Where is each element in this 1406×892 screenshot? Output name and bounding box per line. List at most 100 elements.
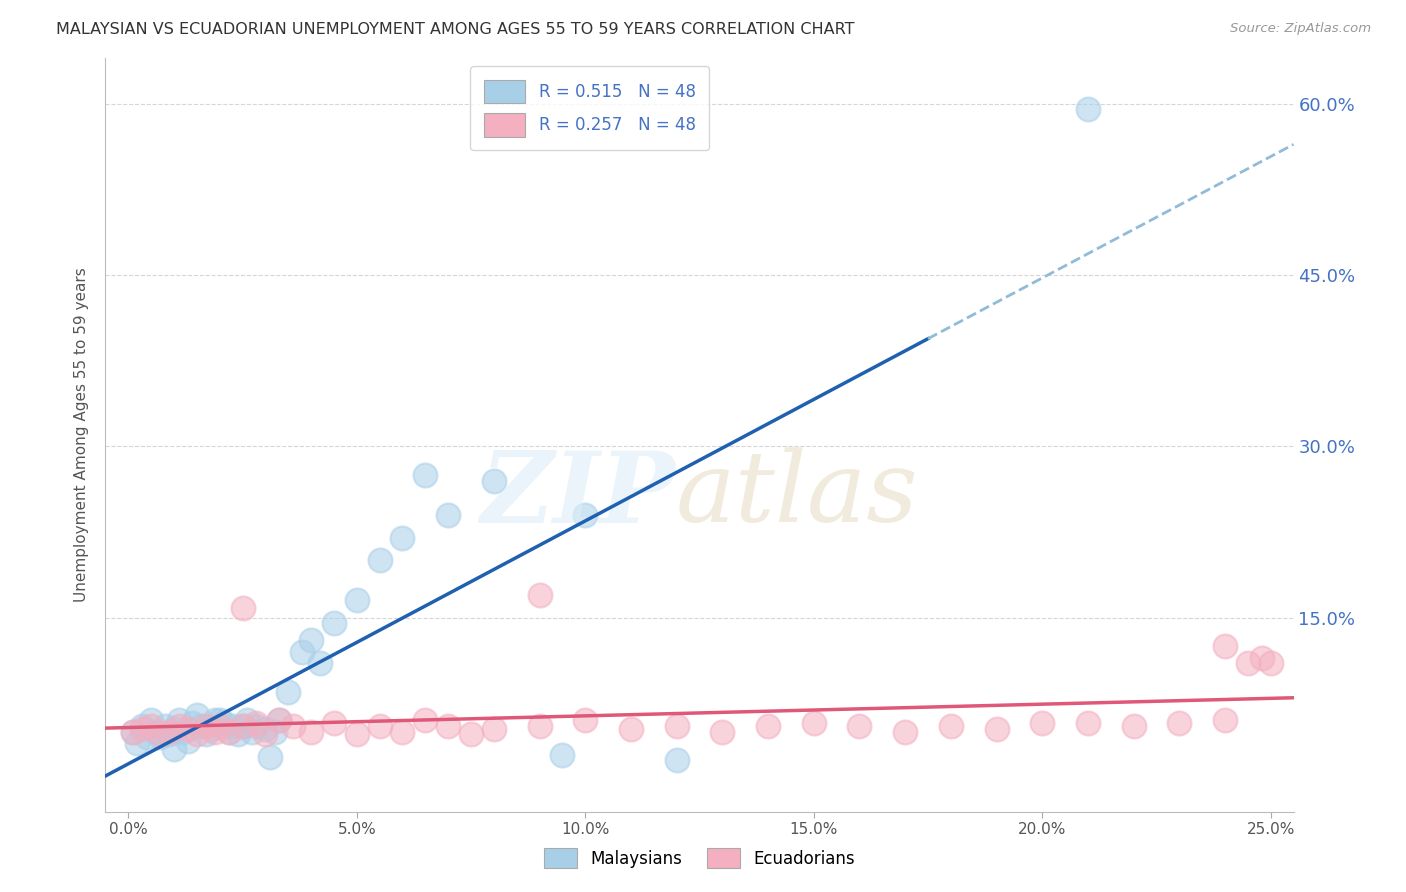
Point [163, 723, 186, 737]
Point [163, 742, 186, 756]
Point [159, 724, 180, 739]
Point [574, 714, 596, 728]
Point [177, 723, 200, 737]
Text: Source: ZipAtlas.com: Source: ZipAtlas.com [1230, 22, 1371, 36]
Point [214, 715, 236, 730]
Point [894, 724, 917, 739]
Point [413, 714, 436, 728]
Point [309, 657, 332, 671]
Point [254, 727, 277, 741]
Point [149, 731, 172, 745]
Point [141, 719, 163, 733]
Point [218, 724, 240, 739]
Point [1122, 719, 1144, 733]
Point [756, 719, 779, 733]
Point [149, 727, 172, 741]
Point [299, 633, 322, 648]
Point [135, 731, 157, 745]
Point [208, 714, 231, 728]
Point [299, 724, 322, 739]
Point [437, 719, 460, 733]
Point [236, 714, 259, 728]
Point [194, 727, 217, 741]
Point [1213, 714, 1236, 728]
Point [1237, 657, 1260, 671]
Point [222, 719, 245, 733]
Point [1260, 657, 1282, 671]
Point [167, 714, 190, 728]
Point [391, 531, 413, 545]
Point [391, 724, 413, 739]
Point [437, 508, 460, 522]
Point [194, 719, 217, 733]
Point [153, 719, 176, 733]
Point [482, 723, 505, 737]
Point [267, 714, 291, 728]
Point [848, 719, 870, 733]
Point [200, 723, 222, 737]
Point [263, 724, 285, 739]
Point [181, 715, 204, 730]
Point [460, 727, 482, 741]
Point [291, 645, 314, 659]
Point [413, 467, 436, 482]
Point [226, 727, 249, 741]
Point [145, 724, 167, 739]
Point [167, 719, 190, 733]
Point [986, 723, 1008, 737]
Text: MALAYSIAN VS ECUADORIAN UNEMPLOYMENT AMONG AGES 55 TO 59 YEARS CORRELATION CHART: MALAYSIAN VS ECUADORIAN UNEMPLOYMENT AMO… [56, 22, 855, 37]
Point [254, 723, 277, 737]
Point [122, 724, 145, 739]
Point [231, 601, 254, 615]
Point [204, 724, 226, 739]
Legend: Malaysians, Ecuadorians: Malaysians, Ecuadorians [537, 841, 862, 875]
Point [190, 719, 212, 733]
Point [368, 719, 391, 733]
Point [346, 727, 368, 741]
Point [131, 723, 153, 737]
Point [368, 553, 391, 567]
Point [529, 588, 551, 602]
Point [281, 719, 304, 733]
Point [322, 715, 346, 730]
Point [231, 719, 254, 733]
Point [1168, 715, 1191, 730]
Point [665, 719, 688, 733]
Point [231, 719, 254, 733]
Text: atlas: atlas [676, 448, 918, 543]
Point [172, 724, 194, 739]
Text: ZIP: ZIP [481, 447, 676, 543]
Point [127, 736, 149, 750]
Point [204, 714, 226, 728]
Point [141, 714, 163, 728]
Point [529, 719, 551, 733]
Point [620, 723, 643, 737]
Point [177, 734, 200, 748]
Point [259, 750, 281, 764]
Point [939, 719, 962, 733]
Point [159, 727, 180, 741]
Point [1077, 103, 1099, 117]
Point [551, 747, 574, 762]
Point [186, 727, 208, 741]
Point [574, 508, 596, 522]
Point [1250, 650, 1272, 665]
Point [1077, 715, 1099, 730]
Point [240, 724, 263, 739]
Point [245, 715, 267, 730]
Point [346, 593, 368, 607]
Point [122, 724, 145, 739]
Point [245, 719, 267, 733]
Point [322, 616, 346, 631]
Point [665, 753, 688, 767]
Point [277, 685, 299, 699]
Point [131, 719, 153, 733]
Point [482, 474, 505, 488]
Point [1213, 639, 1236, 653]
Point [267, 714, 291, 728]
Point [186, 707, 208, 722]
Point [208, 719, 231, 733]
Point [218, 724, 240, 739]
Point [803, 715, 825, 730]
Point [711, 724, 734, 739]
